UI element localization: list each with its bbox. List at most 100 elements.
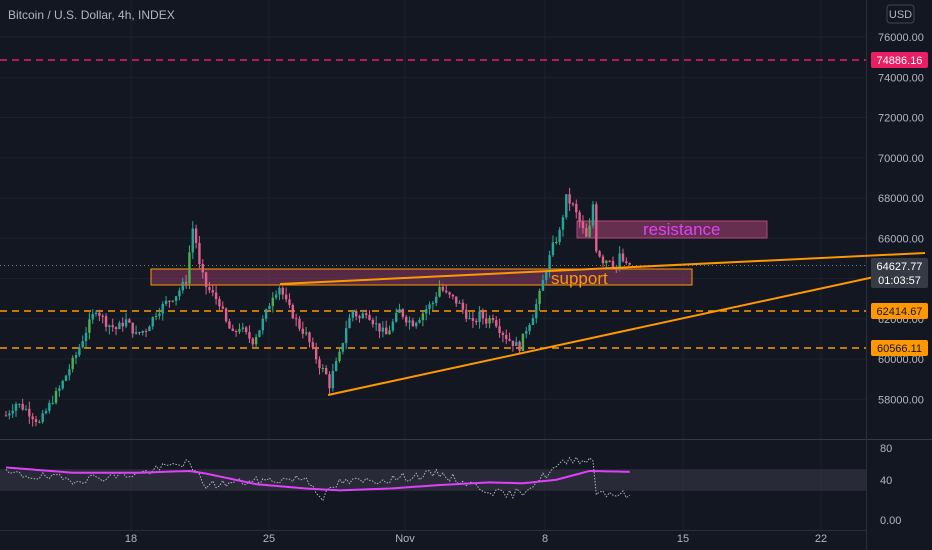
candle-body [351,311,355,318]
candle-body [525,331,528,334]
candle-body [38,421,41,423]
candle-body [361,313,365,319]
candle-body [8,413,11,416]
candle-body [58,388,61,391]
candle-body [101,315,104,317]
candle-body [214,292,218,300]
candle-body [508,339,511,341]
price-tick-label: 60000.00 [878,354,924,366]
candle-body [168,300,171,302]
candle-body [378,323,381,332]
candle-body [461,302,465,310]
candle-body [211,290,214,293]
candle-body [618,253,621,269]
candle-body [268,305,271,310]
candle-body [358,316,361,319]
candle-body [475,320,478,323]
price-tick-label: 72000.00 [878,113,924,125]
candle-body [231,328,234,331]
candle-body [81,341,84,348]
candle-body [538,290,541,305]
candle-body [511,340,515,346]
candle-body [134,332,138,334]
candle-body [491,317,495,321]
candle-body [191,228,194,253]
candle-body [541,280,545,291]
candle-body [14,404,18,411]
candle-body [625,261,628,263]
candle-body [595,204,598,252]
rsi-tick-label: 40 [880,475,892,487]
candle-body [605,260,608,264]
candle-body [411,320,415,327]
price-tick-label: 76000.00 [878,32,924,44]
candle-body [338,351,341,361]
upper-level-tag-text: 62414.67 [877,306,923,318]
rsi-tick-label: 80 [880,443,892,455]
candle-body [535,304,538,319]
candle-body [221,306,224,309]
candle-body [528,324,531,332]
candle-body [51,402,54,404]
candle-body [251,338,254,345]
candle-body [381,327,385,332]
candle-body [204,272,208,288]
candle-body [31,416,34,420]
candle-body [591,204,595,226]
candle-body [68,369,71,376]
candle-body [371,319,375,325]
currency-button[interactable] [886,4,915,24]
time-tick-label: Nov [395,533,415,545]
candle-body [151,317,154,327]
candle-body [374,323,378,325]
resistance-zone[interactable] [576,220,768,239]
candle-body [418,320,421,323]
candle-body [171,300,174,302]
candle-body [601,256,605,264]
candle-body [478,311,481,323]
candle-body [465,309,468,319]
candle-body [218,299,221,307]
candle-body [61,380,64,389]
candle-body [331,370,335,389]
candle-body [308,332,311,343]
candle-body [228,321,231,329]
candle-body [124,319,128,327]
candle-body [531,318,535,325]
candle-body [161,303,164,314]
candle-body [368,314,371,320]
candle-body [565,194,568,218]
candle-body [451,294,455,297]
candle-body [74,355,78,358]
candle-body [194,228,198,243]
chart-title: Bitcoin / U.S. Dollar, 4h, INDEX [8,8,175,22]
price-tick-label: 66000.00 [878,233,924,245]
candle-body [421,313,425,321]
candle-body [224,308,228,322]
candle-body [154,316,158,318]
candle-body [428,304,431,310]
candle-body [128,319,131,323]
candle-body [384,327,388,335]
lower-trend-line[interactable] [327,265,926,396]
candle-body [258,330,261,337]
candle-body [174,296,178,301]
candle-body [164,300,168,304]
candle-body [278,287,281,295]
candle-body [158,313,161,317]
candle-body [54,390,58,403]
magenta-level-tag-text: 74886.16 [877,55,923,67]
candle-body [248,332,251,339]
candle-body [501,333,505,335]
candle-body [398,309,401,313]
candle-body [108,325,111,327]
time-tick-label: 15 [677,533,689,545]
upper-trend-line[interactable] [279,252,926,285]
candle-body [181,281,184,291]
current-price-tag-countdown: 01:03:57 [878,275,921,287]
candle-body [244,327,248,333]
candle-body [391,321,395,331]
candle-body [11,410,14,414]
candle-body [518,341,521,351]
